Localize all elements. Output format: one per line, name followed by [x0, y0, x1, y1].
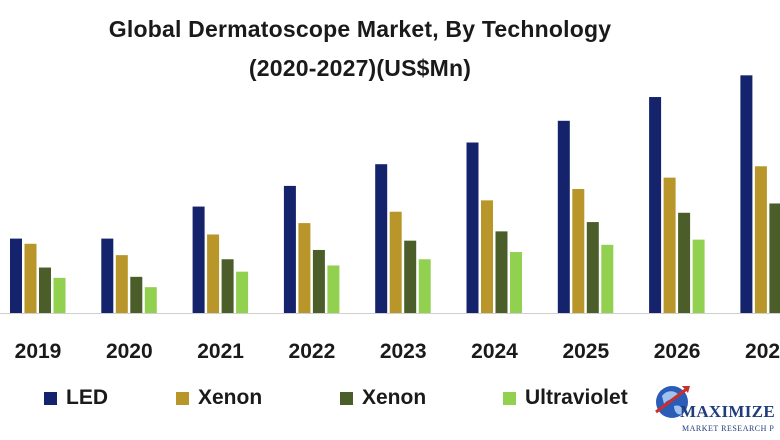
- bar-2024-2: [481, 200, 493, 313]
- bar-2024-4: [510, 252, 522, 313]
- bar-2025-4: [601, 244, 614, 313]
- x-tick-label: 2022: [289, 340, 336, 363]
- legend-label: Ultraviolet: [525, 386, 628, 409]
- bar-2021-4: [236, 271, 249, 313]
- x-tick-label: 2020: [106, 340, 153, 363]
- bar-2022-4: [327, 265, 340, 313]
- bar-2024-1: [466, 142, 479, 313]
- company-logo: MAXIMIZE MARKET RESEARCH P: [652, 372, 780, 440]
- bar-2027-1: [740, 75, 753, 313]
- legend-swatch: [176, 391, 189, 405]
- bar-2020-3: [130, 276, 143, 313]
- x-tick-label: 2019: [15, 340, 62, 363]
- legend-swatch: [44, 391, 57, 405]
- globe-icon: [655, 386, 690, 418]
- chart-title: Global Dermatoscope Market, By Technolog…: [108, 16, 612, 42]
- legend-item: Xenon: [176, 386, 262, 410]
- x-tick-label: 2023: [380, 340, 427, 363]
- legend-label: Xenon: [198, 386, 263, 409]
- bar-2019-4: [53, 277, 66, 313]
- chart-legend: LED Xenon Xenon Ultraviolet: [0, 380, 780, 416]
- bar-2022-2: [298, 223, 311, 313]
- bar-2020-4: [144, 287, 157, 313]
- bar-2022-1: [283, 185, 296, 313]
- legend-item: Ultraviolet: [503, 386, 628, 410]
- bar-2023-4: [418, 259, 431, 313]
- bar-2020-1: [101, 238, 114, 313]
- bar-2026-4: [692, 239, 705, 313]
- x-tick-label: 2024: [471, 340, 518, 363]
- bar-2025-3: [586, 222, 599, 313]
- legend-swatch: [340, 391, 353, 405]
- bar-2027-2: [754, 166, 767, 313]
- bar-2025-1: [557, 120, 570, 313]
- bar-2025-2: [572, 189, 585, 313]
- chart-subtitle: (2020-2027)(US$Mn): [248, 55, 472, 81]
- bar-2026-2: [663, 177, 676, 313]
- legend-item: LED: [44, 386, 108, 410]
- logo-tagline: MARKET RESEARCH P: [682, 424, 775, 433]
- legend-label: Xenon: [362, 386, 427, 409]
- x-tick-label: 2025: [562, 340, 609, 363]
- bar-2023-3: [404, 240, 417, 313]
- bar-2020-2: [115, 255, 128, 313]
- legend-item: Xenon: [340, 386, 426, 410]
- logo-name: MAXIMIZE: [680, 402, 775, 421]
- bar-2019-1: [10, 238, 22, 313]
- bar-2023-2: [389, 211, 402, 313]
- bar-2021-2: [207, 234, 220, 313]
- bar-2024-3: [495, 231, 508, 313]
- bar-2023-1: [375, 164, 388, 313]
- bar-2022-3: [312, 249, 325, 313]
- bar-2026-3: [678, 212, 691, 313]
- x-tick-label: 2021: [197, 340, 244, 363]
- legend-label: LED: [66, 386, 108, 409]
- bar-2019-3: [39, 267, 51, 313]
- bar-2027-3: [769, 203, 780, 313]
- bar-2019-2: [24, 243, 37, 313]
- legend-swatch: [503, 391, 516, 405]
- x-tick-label: 2027: [745, 340, 780, 363]
- x-tick-label: 2026: [654, 340, 701, 363]
- bar-2026-1: [649, 97, 662, 314]
- bar-2021-1: [192, 206, 205, 313]
- bar-2021-3: [221, 259, 234, 313]
